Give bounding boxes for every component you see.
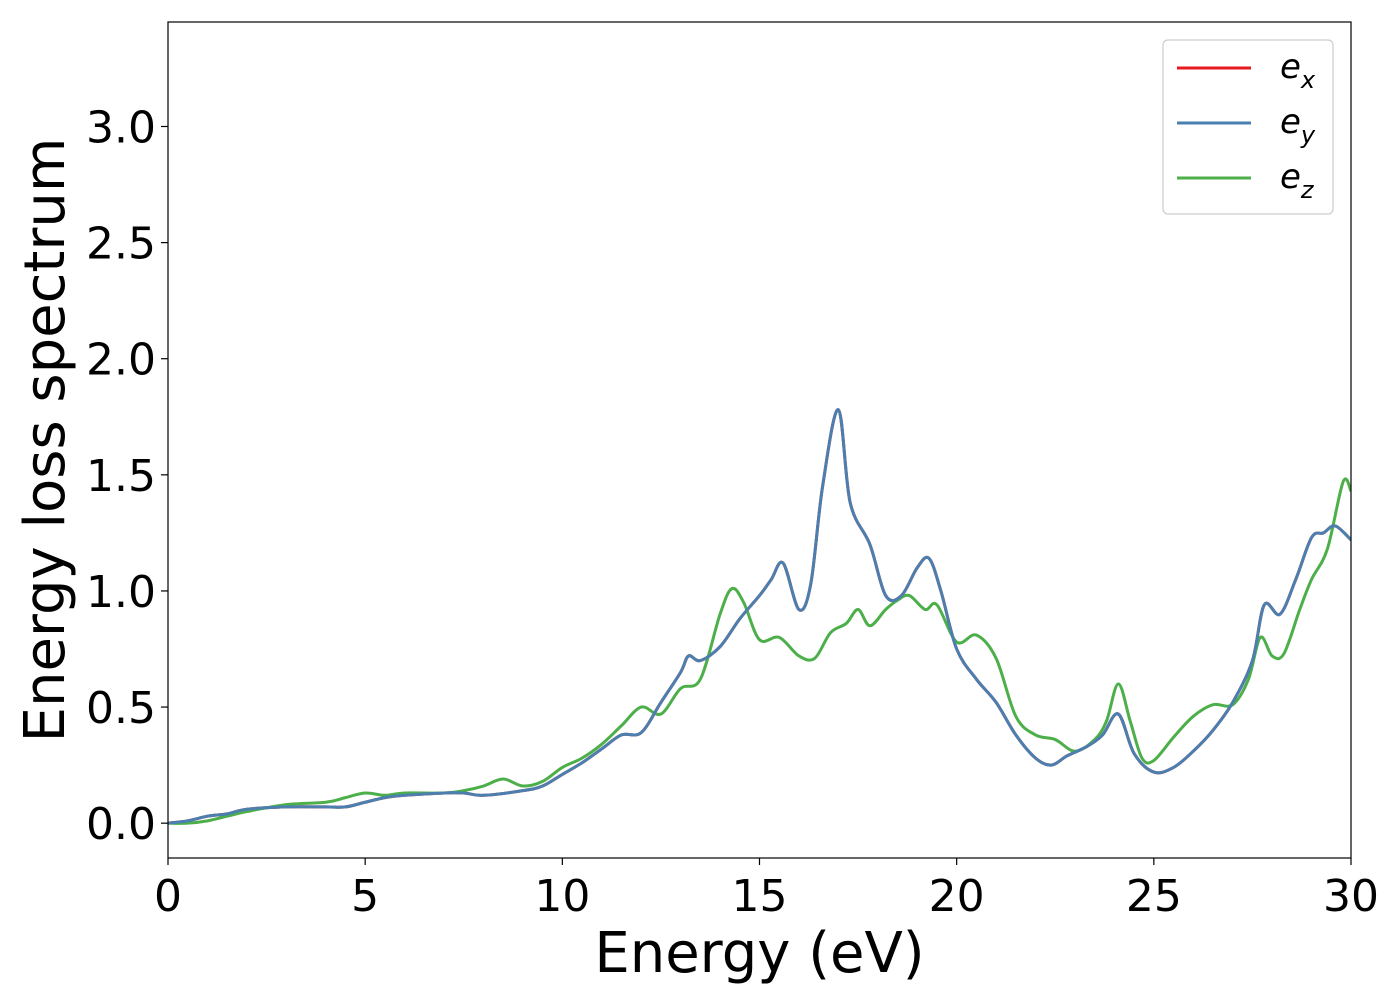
series-line-e-y: [168, 408, 1351, 825]
y-tick-label: 2.0: [86, 335, 156, 386]
y-tick-label: 2.5: [86, 219, 156, 270]
x-axis-label: Energy (eV): [594, 921, 924, 986]
y-tick-label: 1.5: [86, 451, 156, 502]
x-tick-label: 0: [154, 871, 182, 922]
y-tick-label: 0.0: [86, 799, 156, 850]
x-tick-label: 30: [1323, 871, 1379, 922]
x-tick-label: 10: [534, 871, 590, 922]
x-tick-label: 15: [732, 871, 788, 922]
x-tick-label: 25: [1126, 871, 1182, 922]
series-layer: [168, 408, 1351, 825]
legend: ex ey ez: [1162, 39, 1334, 215]
y-tick-label: 0.5: [86, 683, 156, 734]
x-tick-label: 5: [351, 871, 379, 922]
legend-label-e-x: ex: [1280, 47, 1316, 94]
x-axis-ticks: 0 5 10 15 20 25 30: [154, 858, 1379, 922]
y-axis-label: Energy loss spectrum: [13, 138, 78, 743]
legend-box: [1162, 39, 1334, 215]
y-axis-ticks: 0.0 0.5 1.0 1.5 2.0 2.5 3.0: [86, 103, 168, 850]
legend-label-e-y: ey: [1280, 102, 1316, 149]
y-tick-label: 3.0: [86, 103, 156, 154]
legend-label-e-z: ez: [1280, 157, 1315, 204]
y-tick-label: 1.0: [86, 567, 156, 618]
x-tick-label: 20: [929, 871, 985, 922]
